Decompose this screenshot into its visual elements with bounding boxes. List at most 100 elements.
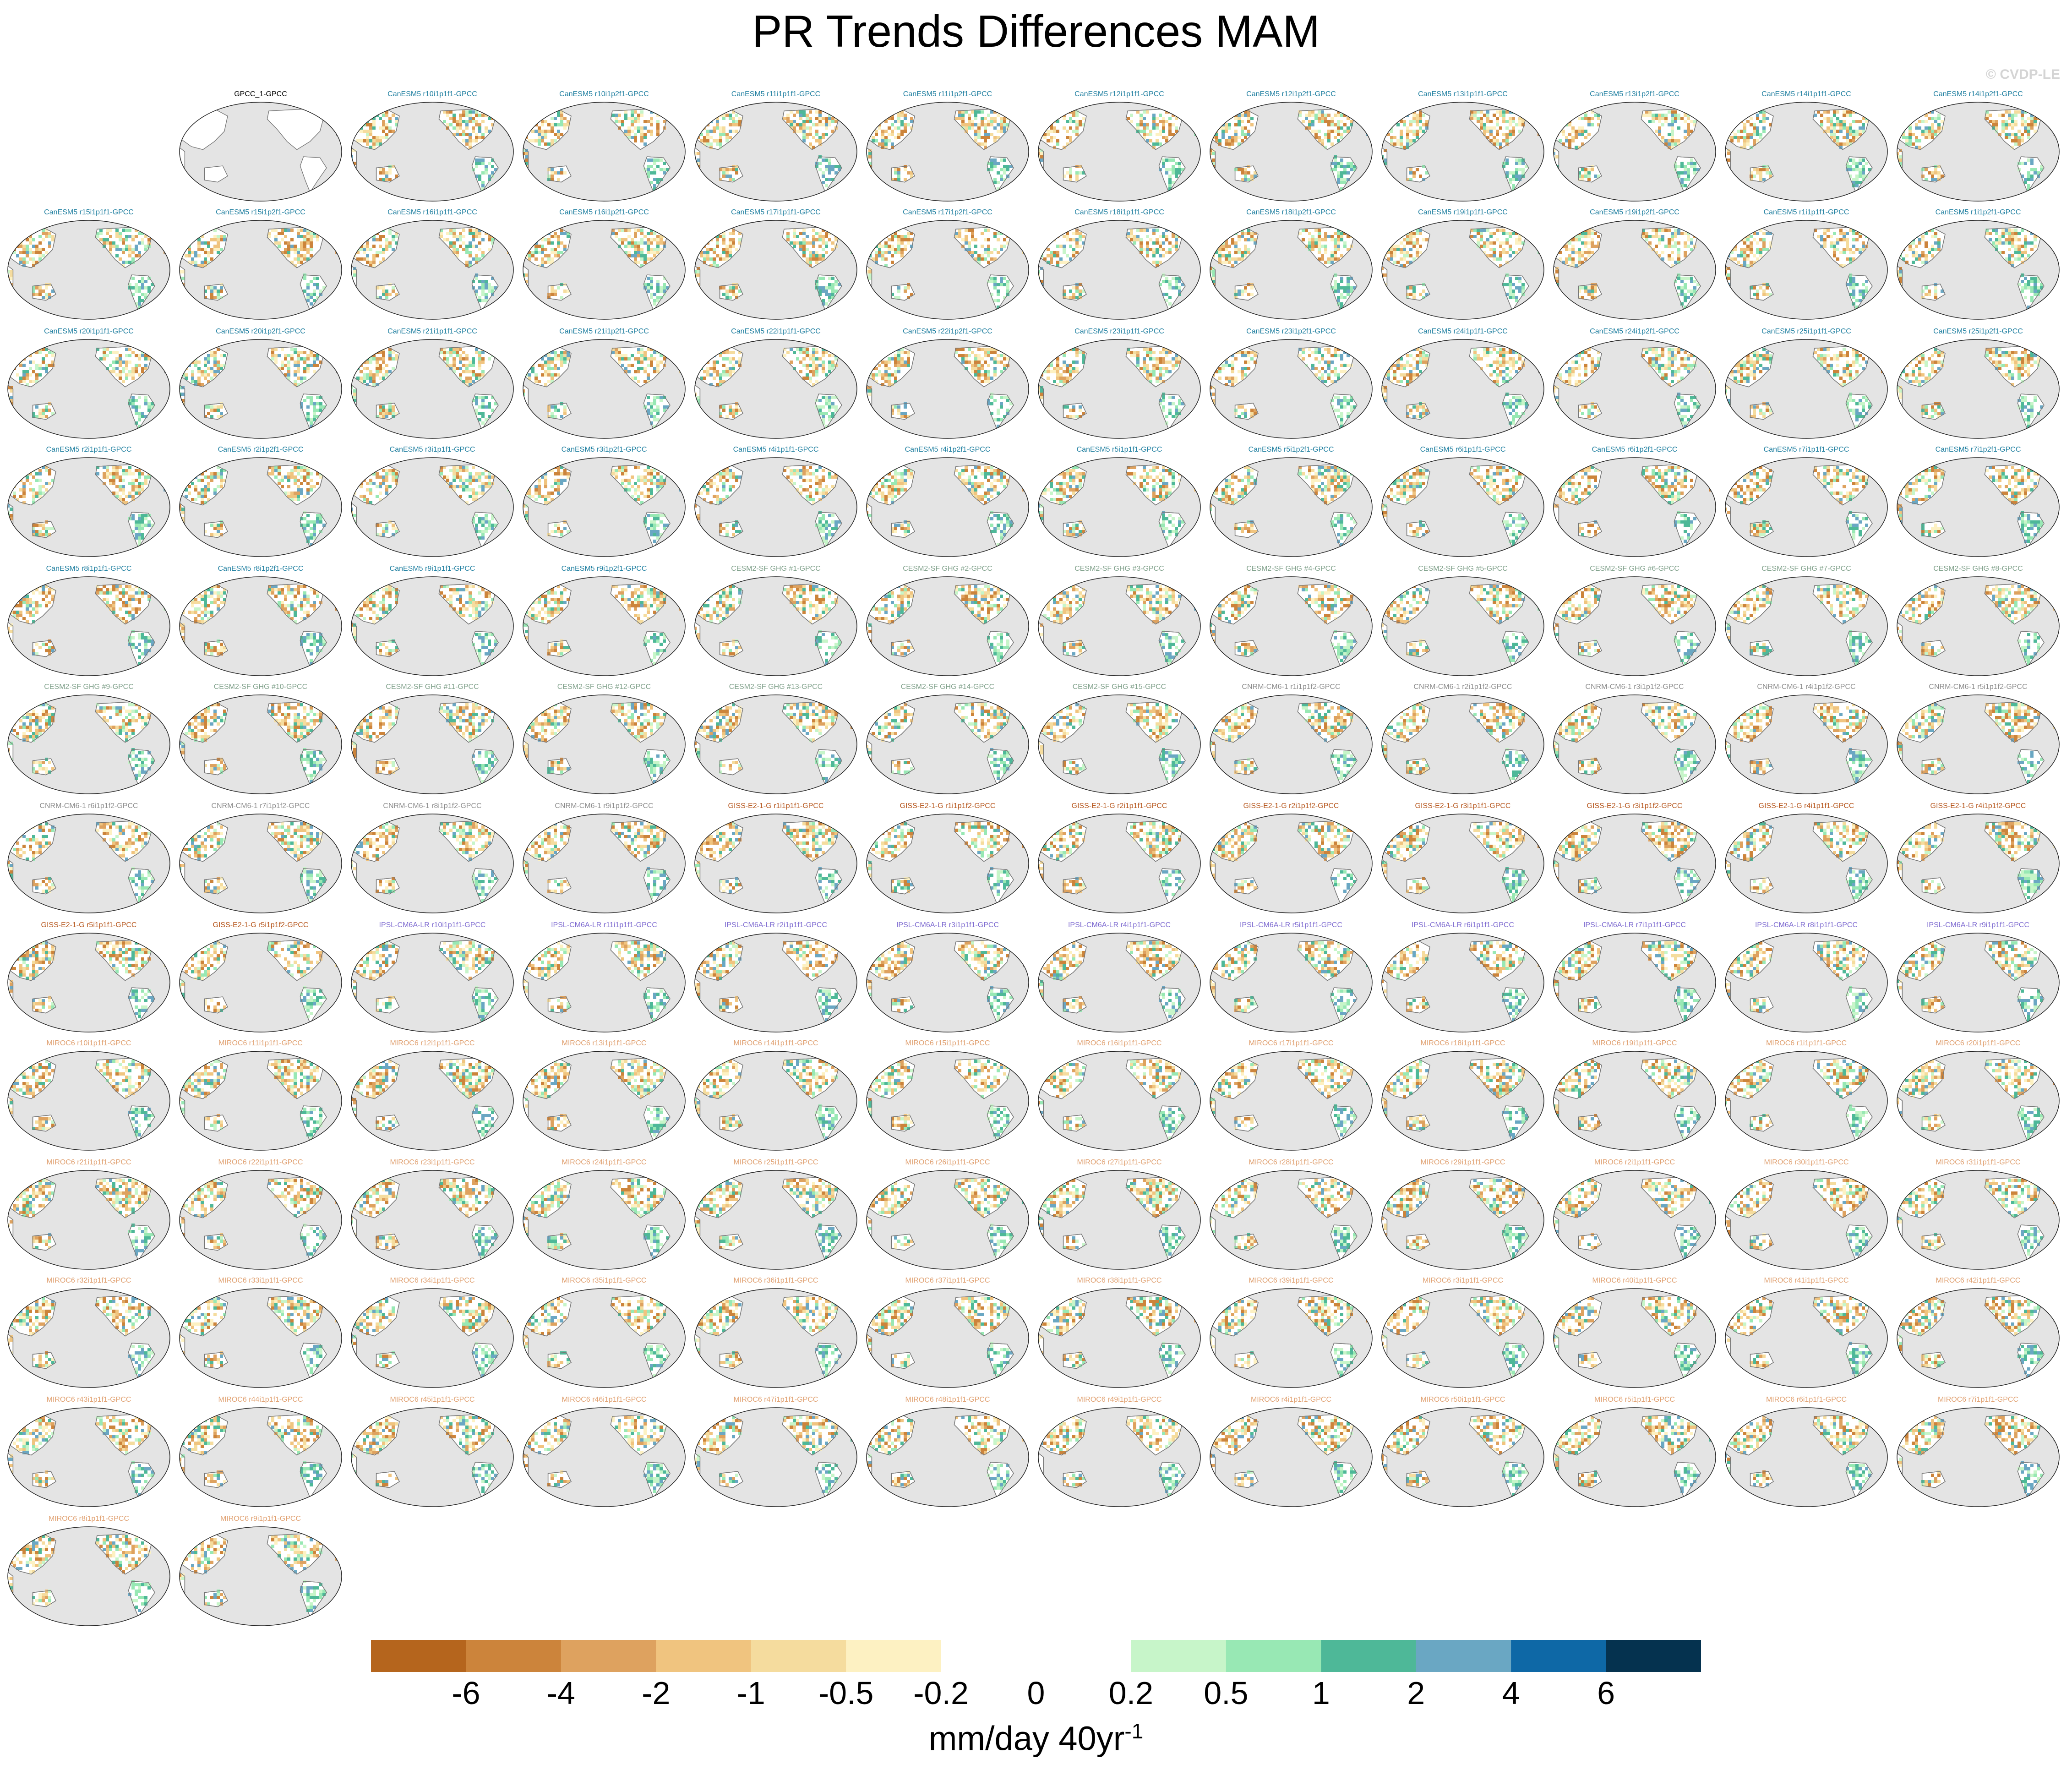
coastline-south-america	[1674, 156, 1701, 193]
trend-cell	[2008, 110, 2011, 114]
land-greenland	[838, 105, 854, 122]
trend-cell	[1750, 248, 1753, 251]
land-europe-edge	[2053, 239, 2059, 256]
trend-cell	[481, 136, 485, 139]
trend-cell	[1734, 117, 1737, 120]
map-border	[7, 220, 170, 320]
trend-cell	[453, 251, 456, 254]
trend-cell	[793, 241, 796, 245]
coastline-africa-edge	[1210, 264, 1216, 291]
trend-cell	[1063, 146, 1066, 149]
trend-cell	[525, 273, 528, 277]
trend-cell	[656, 123, 660, 126]
trend-cell	[729, 254, 732, 257]
trend-cell	[1400, 120, 1403, 123]
trend-cell	[1347, 290, 1350, 293]
trend-cell	[1562, 261, 1565, 264]
trend-cell	[1063, 117, 1066, 120]
trend-cell	[881, 133, 884, 136]
trend-cell	[42, 229, 45, 232]
trend-cell	[1247, 238, 1250, 241]
trend-cell	[1337, 139, 1340, 142]
trend-cell	[1347, 165, 1350, 168]
trend-cell	[538, 264, 541, 267]
trend-cell	[122, 241, 125, 245]
trend-cell	[1400, 114, 1403, 117]
trend-cell	[2050, 114, 2053, 117]
trend-cell	[2011, 229, 2014, 232]
trend-cell	[1340, 238, 1343, 241]
trend-cell	[475, 114, 478, 117]
trend-cell	[1687, 168, 1690, 171]
trend-cell	[366, 130, 369, 133]
trend-cell	[709, 235, 713, 238]
trend-cell	[1047, 120, 1050, 123]
trend-cell	[207, 251, 210, 254]
trend-cell	[115, 254, 119, 257]
trend-cell	[1231, 264, 1234, 267]
trend-cell	[1406, 293, 1409, 296]
trend-cell	[1066, 235, 1069, 238]
trend-cell	[1668, 142, 1671, 146]
trend-cell	[1050, 139, 1053, 142]
trend-cell	[1769, 175, 1772, 178]
trend-cell	[507, 245, 510, 248]
trend-cell	[465, 251, 469, 254]
trend-cell	[485, 283, 488, 286]
trend-cell	[1238, 136, 1241, 139]
trend-cell	[1725, 270, 1727, 273]
trend-cell	[1921, 133, 1925, 136]
trend-cell	[300, 254, 303, 257]
land-greenland	[1697, 224, 1712, 240]
trend-cell	[878, 110, 881, 114]
trend-cell	[1750, 178, 1753, 181]
trend-cell	[488, 286, 491, 290]
land-europe-edge	[851, 239, 857, 256]
trend-cell	[351, 286, 353, 290]
trend-cell	[326, 232, 329, 235]
trend-cell	[1314, 117, 1318, 120]
trend-cell	[1862, 245, 1865, 248]
trend-cell	[725, 257, 729, 261]
trend-cell	[1836, 139, 1839, 142]
trend-cell	[1075, 290, 1079, 293]
trend-cell	[1743, 238, 1746, 241]
trend-cell	[1737, 139, 1740, 142]
trend-cell	[1050, 251, 1053, 254]
trend-cell	[1053, 229, 1056, 232]
trend-cell	[790, 110, 793, 114]
trend-cell	[818, 238, 822, 241]
trend-cell	[310, 245, 313, 248]
trend-cell	[1347, 286, 1350, 290]
coastline-africa-edge	[1725, 146, 1731, 173]
trend-cell	[719, 257, 722, 261]
trend-cell	[1905, 117, 1908, 120]
trend-cell	[201, 235, 204, 238]
trend-cell	[1512, 171, 1515, 175]
trend-cell	[29, 248, 32, 251]
trend-cell	[469, 139, 472, 142]
trend-cell	[1677, 286, 1680, 290]
trend-cell	[1862, 178, 1865, 181]
trend-cell	[284, 254, 287, 257]
trend-cell	[2021, 229, 2024, 232]
trend-cell	[1941, 120, 1944, 123]
trend-cell	[974, 245, 977, 248]
trend-cell	[128, 248, 131, 251]
trend-cell	[360, 130, 363, 133]
trend-cell	[1416, 123, 1419, 126]
trend-cell	[1696, 107, 1700, 110]
trend-cell	[1156, 238, 1159, 241]
trend-cell	[1143, 136, 1146, 139]
land-europe-edge	[164, 239, 170, 256]
trend-cell	[1937, 171, 1941, 175]
trend-cell	[541, 261, 544, 264]
trend-cell	[1400, 264, 1403, 267]
trend-cell	[897, 114, 900, 117]
trend-cell	[1703, 225, 1706, 229]
trend-cell	[531, 241, 534, 245]
trend-cell	[894, 296, 897, 299]
trend-cell	[1225, 261, 1228, 264]
trend-cell	[904, 168, 907, 171]
trend-cell	[729, 175, 732, 178]
